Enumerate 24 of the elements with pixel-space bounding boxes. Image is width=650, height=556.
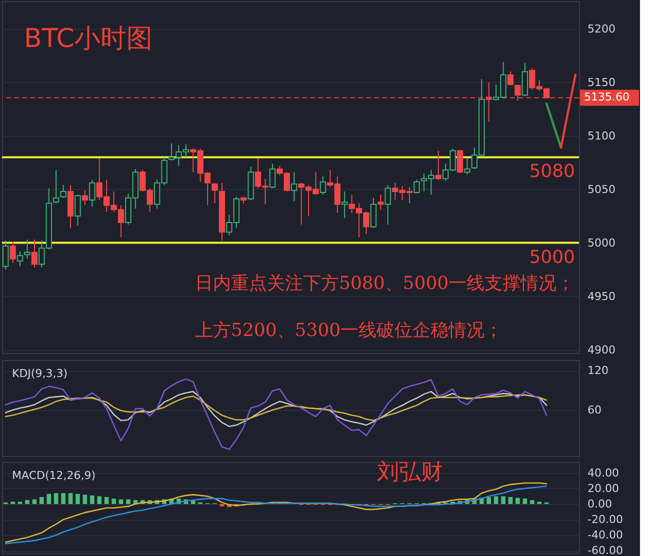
- y-tick-label: -20.00: [588, 513, 623, 526]
- y-tick-label: 120: [588, 364, 608, 378]
- y-tick-label: 20.00: [588, 482, 619, 495]
- y-tick-label: 0.00: [588, 498, 612, 510]
- annotation: 刘弘财: [377, 460, 443, 485]
- annotation: 日内重点关注下方5080、5000一线支撑情况；: [195, 273, 575, 294]
- y-tick-label: 4900: [588, 343, 616, 356]
- ref-line-label: 5000: [529, 246, 575, 268]
- text: BTC小时图: [24, 24, 152, 54]
- y-tick-label: 5100: [588, 129, 616, 142]
- y-tick-label: 5150: [588, 76, 616, 89]
- ref-line-label: 5080: [529, 161, 575, 182]
- y-tick-label: 5200: [588, 22, 616, 36]
- y-tick-label: -40.00: [588, 528, 623, 542]
- annotation: 上方5200、5300一线破位企稳情况；: [195, 320, 503, 341]
- y-tick-label: 5050: [588, 182, 616, 196]
- y-tick-label: -60.00: [588, 544, 623, 556]
- y-tick-label: 4950: [588, 290, 616, 303]
- ref-line-label: 5135.60: [584, 90, 630, 104]
- y-tick-label: 5000: [588, 236, 616, 250]
- text: MACD(12,26,9): [12, 469, 96, 482]
- y-tick-label: 40.00: [588, 466, 619, 480]
- y-tick-label: 60: [588, 403, 602, 416]
- text: KDJ(9,3,3): [12, 367, 68, 380]
